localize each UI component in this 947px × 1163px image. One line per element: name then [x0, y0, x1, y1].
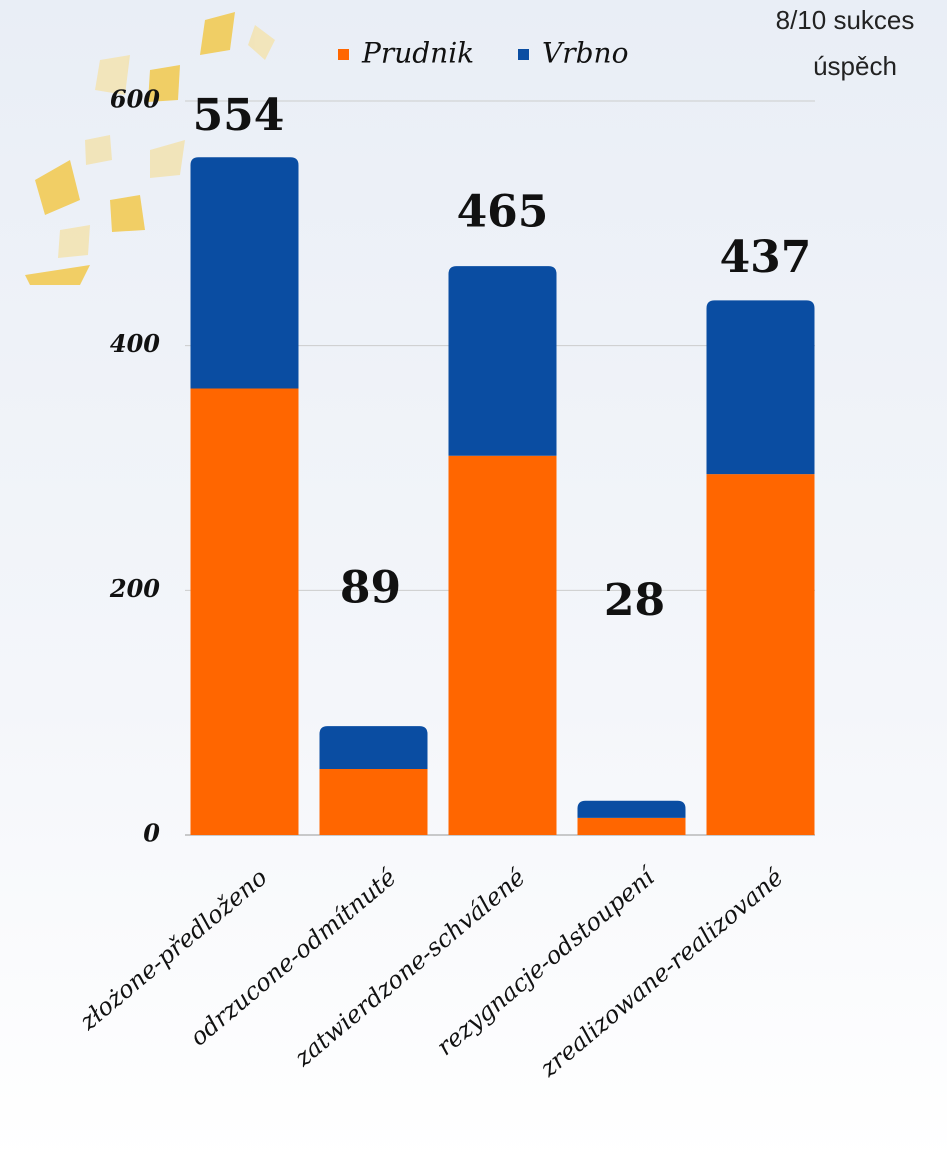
total-label: 465 [457, 187, 549, 238]
total-label: 554 [193, 90, 285, 141]
bar-segment [449, 266, 557, 456]
total-label: 28 [604, 575, 665, 626]
bar-segment [449, 456, 557, 835]
annotation: úspěch [813, 51, 897, 81]
bar-segment [578, 818, 686, 835]
bar-segment [578, 801, 686, 818]
bar-segment [320, 726, 428, 769]
y-tick-label: 400 [110, 329, 160, 358]
bar-segment [320, 769, 428, 835]
bar-segment [191, 388, 299, 835]
y-tick-label: 200 [109, 574, 160, 603]
y-tick-label: 0 [143, 819, 160, 848]
x-tick-label: rezygnacje-odstoupení [431, 861, 662, 1061]
legend-label: Prudnik [361, 37, 474, 70]
legend-label: Vrbno [542, 37, 628, 70]
legend-swatch [338, 49, 349, 60]
y-tick-label: 600 [110, 85, 160, 114]
bar-segment [707, 474, 815, 835]
x-tick-label: zrealizowane-realizované [534, 863, 788, 1083]
legend-swatch [518, 49, 529, 60]
x-tick-label: odrzucone-odmítnuté [185, 863, 402, 1051]
bar-segment [191, 157, 299, 388]
chart: 8/10 sukces úspěch 0 200 400 600 Prudnik Vrbn… [0, 0, 947, 1163]
x-tick-label: zatwierdzone-schválené [289, 863, 531, 1072]
annotation: 8/10 sukces [776, 5, 915, 35]
bar-segment [707, 300, 815, 474]
total-label: 89 [340, 563, 401, 614]
total-label: 437 [720, 232, 812, 283]
